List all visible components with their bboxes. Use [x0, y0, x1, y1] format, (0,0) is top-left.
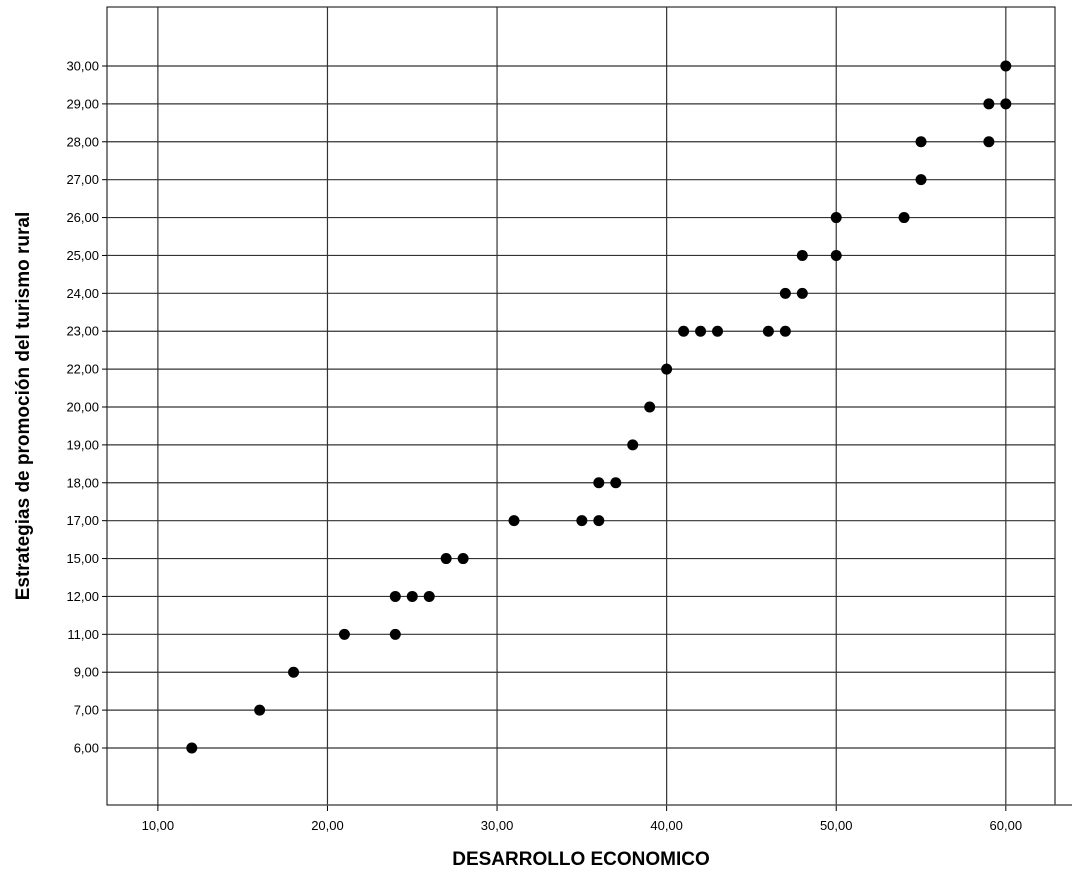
data-point [644, 401, 656, 413]
y-tick-label: 23,00 [66, 324, 99, 339]
y-tick-label: 22,00 [66, 362, 99, 377]
x-tick-label: 50,00 [820, 818, 853, 833]
data-point [254, 704, 266, 716]
y-tick-label: 28,00 [66, 134, 99, 149]
x-tick-label: 60,00 [990, 818, 1023, 833]
data-point [695, 325, 707, 337]
data-point [593, 477, 605, 489]
data-point [678, 325, 690, 337]
x-axis-title: DESARROLLO ECONOMICO [452, 849, 710, 870]
y-tick-label: 25,00 [66, 248, 99, 263]
x-tick-label: 20,00 [311, 818, 344, 833]
data-point [830, 249, 842, 261]
grid-lines [107, 7, 1055, 805]
data-point [576, 515, 588, 527]
y-tick-label: 9,00 [74, 665, 99, 680]
y-tick-label: 7,00 [74, 703, 99, 718]
x-tick-label: 30,00 [481, 818, 514, 833]
data-point [712, 325, 724, 337]
x-tick-label: 10,00 [142, 818, 175, 833]
data-point [186, 742, 198, 754]
plot-area [106, 6, 1056, 806]
data-point [762, 325, 774, 337]
y-axis-title: Estrategias de promoción del turismo rur… [13, 212, 34, 601]
y-tick-label: 20,00 [66, 400, 99, 415]
y-tick-label: 17,00 [66, 513, 99, 528]
data-point [389, 628, 401, 640]
data-point [661, 363, 673, 375]
data-point [593, 515, 605, 527]
data-point [915, 136, 927, 148]
data-point [288, 666, 300, 678]
x-tick-label: 40,00 [650, 818, 683, 833]
data-point [779, 325, 791, 337]
data-point [796, 287, 808, 299]
data-point [983, 136, 995, 148]
y-tick-label: 26,00 [66, 210, 99, 225]
y-tick-label: 11,00 [67, 627, 99, 642]
x-axis-ticks: 10,00 20,00 30,00 40,00 50,00 60,00 [142, 805, 1022, 833]
data-point [796, 249, 808, 261]
y-tick-label: 24,00 [66, 286, 99, 301]
y-tick-label: 18,00 [66, 475, 99, 490]
y-tick-label: 29,00 [66, 96, 99, 111]
data-point [1000, 60, 1012, 72]
data-point [508, 515, 520, 527]
y-tick-label: 27,00 [66, 172, 99, 187]
data-point [627, 439, 639, 451]
y-tick-label: 19,00 [66, 437, 99, 452]
data-point [423, 590, 435, 602]
y-tick-label: 6,00 [74, 741, 99, 756]
y-axis-ticks: 6,00 7,00 9,00 11,00 12,00 15,00 17,00 18,00 19,… [66, 59, 107, 756]
data-point [915, 174, 927, 186]
data-point [457, 553, 469, 565]
y-tick-label: 15,00 [66, 551, 99, 566]
data-point [830, 212, 842, 224]
data-point [1000, 98, 1012, 110]
data-point [440, 553, 452, 565]
data-points [186, 60, 1012, 754]
data-point [389, 590, 401, 602]
data-point [779, 287, 791, 299]
data-point [983, 98, 995, 110]
y-tick-label: 30,00 [66, 59, 99, 74]
y-tick-label: 12,00 [66, 589, 99, 604]
data-point [338, 628, 350, 640]
data-point [406, 590, 418, 602]
data-point [898, 212, 910, 224]
data-point [610, 477, 622, 489]
